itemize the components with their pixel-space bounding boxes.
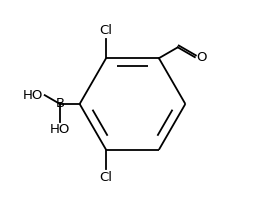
Text: HO: HO [50,123,70,136]
Text: B: B [55,97,65,110]
Text: Cl: Cl [100,171,113,184]
Text: O: O [196,51,207,64]
Text: HO: HO [23,89,43,102]
Text: Cl: Cl [100,24,113,37]
